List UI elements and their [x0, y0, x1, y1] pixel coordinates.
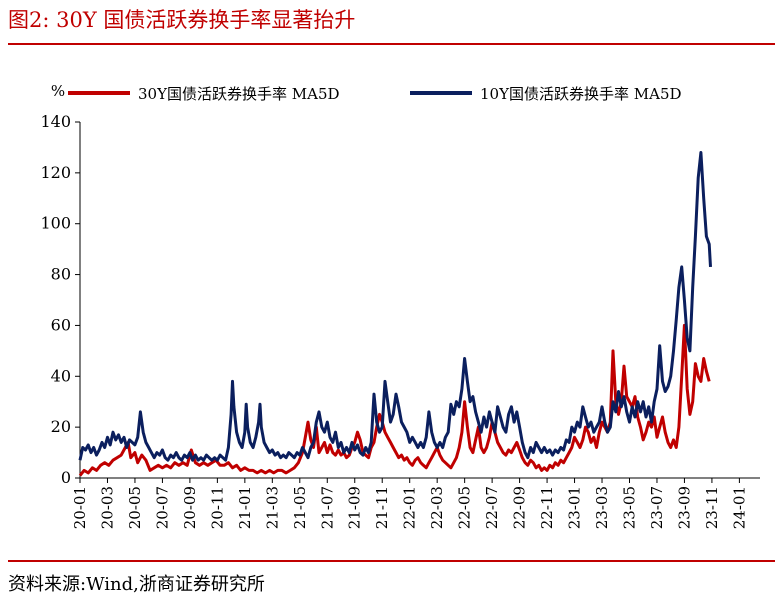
x-tick-label: 23-11 — [703, 486, 721, 529]
y-tick-label: 140 — [40, 112, 71, 131]
x-tick-label: 22-03 — [428, 486, 446, 529]
x-tick-label: 21-07 — [318, 486, 336, 529]
x-tick-label: 20-01 — [71, 486, 89, 529]
title-rule — [8, 43, 775, 45]
x-tick-label: 21-05 — [291, 486, 309, 529]
legend-label-30y: 30Y国债活跃券换手率 MA5D — [138, 85, 340, 103]
x-tick-label: 21-01 — [236, 486, 254, 529]
x-tick-label: 21-03 — [263, 486, 281, 529]
x-tick-label: 22-01 — [401, 486, 419, 529]
x-tick-label: 20-07 — [153, 486, 171, 529]
series-line-10y — [78, 151, 712, 462]
x-tick-label: 20-09 — [181, 486, 199, 529]
x-tick-label: 21-11 — [373, 486, 391, 529]
y-axis: 0 20 40 60 80 100 120 140 — [40, 112, 81, 487]
x-tick-label: 23-01 — [566, 486, 584, 529]
y-tick-label: 20 — [51, 417, 71, 436]
x-tick-label: 24-01 — [730, 486, 748, 529]
x-tick-label: 23-07 — [648, 486, 666, 529]
x-tick-label: 23-03 — [593, 486, 611, 529]
series-layer — [78, 151, 712, 477]
x-tick-label: 22-09 — [511, 486, 529, 529]
y-tick-label: 60 — [51, 315, 71, 334]
x-tick-label: 20-03 — [98, 486, 116, 529]
x-tick-label: 23-09 — [675, 486, 693, 529]
x-tick-label: 23-05 — [620, 486, 638, 529]
x-axis: 20-01 20-03 20-05 20-07 20-09 20-11 21-01 21-03… — [71, 477, 760, 529]
legend: 30Y国债活跃券换手率 MA5D 10Y国债活跃券换手率 MA5D — [68, 85, 682, 103]
line-chart: % 30Y国债活跃券换手率 MA5D 10Y国债活跃券换手率 MA5D 0 20 4… — [40, 82, 760, 529]
y-tick-label: 120 — [40, 163, 71, 182]
x-tick-label: 22-05 — [456, 486, 474, 529]
source-note: 资料来源:Wind,浙商证券研究所 — [8, 574, 265, 595]
y-tick-label: 0 — [61, 468, 71, 487]
x-tick-label: 20-05 — [126, 486, 144, 529]
x-tick-label: 20-11 — [208, 486, 226, 529]
y-tick-label: 100 — [40, 214, 71, 233]
y-tick-label: 40 — [51, 366, 71, 385]
x-tick-label: 22-07 — [483, 486, 501, 529]
x-tick-label: 22-11 — [538, 486, 556, 529]
x-tick-label: 21-09 — [346, 486, 364, 529]
source-rule — [8, 560, 775, 562]
legend-label-10y: 10Y国债活跃券换手率 MA5D — [480, 85, 682, 103]
figure-title: 图2: 30Y 国债活跃券换手率显著抬升 — [8, 8, 356, 32]
y-axis-unit-label: % — [51, 82, 65, 100]
y-tick-label: 80 — [51, 265, 71, 284]
